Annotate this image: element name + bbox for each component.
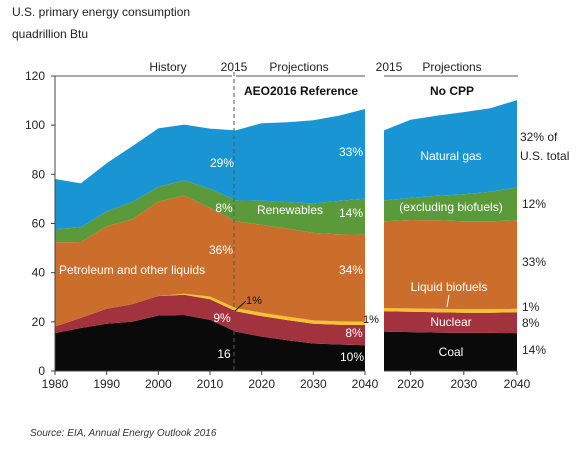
petroleum-share-label: 36% (209, 243, 233, 257)
no-cpp-gas-label: Natural gas (420, 149, 481, 163)
coal-share-end-label: 10% (340, 350, 364, 364)
chart-title: U.S. primary energy consumption (12, 5, 190, 19)
y-tick-label: 40 (32, 266, 46, 280)
right-nuclear-share: 8% (522, 316, 540, 330)
x-tick-label: 2020 (248, 377, 275, 391)
no-cpp-case-areas (384, 100, 517, 371)
area-gas-panel2 (384, 100, 517, 201)
no-cpp-year-header: 2015 (376, 60, 403, 74)
right-petroleum-share: 33% (522, 255, 546, 269)
reference-year-header: 2015 (221, 60, 248, 74)
area-renewables-panel2 (384, 187, 517, 222)
right-renewables-share: 12% (522, 197, 546, 211)
reference-case-axes: 1980 1990 2000 2010 2020 2030 2040020406080100… (25, 69, 379, 391)
history-header: History (149, 60, 186, 74)
area-biofuel-panel2 (384, 308, 517, 313)
renewables-share-label: 8% (215, 201, 233, 215)
no-cpp-panel-title: No CPP (430, 84, 474, 98)
y-tick-label: 80 (32, 167, 46, 181)
source-note: Source: EIA, Annual Energy Outlook 2016 (30, 428, 217, 439)
gas-share-label: 29% (210, 156, 234, 170)
y-tick-label: 20 (32, 315, 46, 329)
x-tick-label: 2020 (397, 377, 424, 391)
no-cpp-biofuel-label: Liquid biofuels (411, 280, 488, 294)
petroleum-share-end-label: 34% (339, 263, 363, 277)
renewables-share-end-label: 14% (339, 206, 363, 220)
x-tick-label: 2040 (352, 377, 379, 391)
reference-projections-header: Projections (269, 60, 328, 74)
x-tick-label: 2030 (300, 377, 327, 391)
x-tick-label: 1990 (93, 377, 120, 391)
petroleum-name-label: Petroleum and other liquids (59, 263, 205, 277)
no-cpp-nuclear-label: Nuclear (430, 315, 471, 329)
nuclear-share-end-label: 8% (345, 326, 363, 340)
no-cpp-biofuel-pointer (446, 294, 450, 308)
area-coal-panel1 (55, 314, 365, 371)
area-petroleum-panel2 (384, 220, 517, 310)
y-tick-label: 100 (25, 118, 45, 132)
no-cpp-projections-header: Projections (422, 60, 481, 74)
y-axis-label: quadrillion Btu (12, 27, 88, 41)
gas-share-end-label: 33% (339, 145, 363, 159)
x-tick-label: 2030 (450, 377, 477, 391)
area-coal-panel2 (384, 331, 517, 371)
biofuel-share-pointer (234, 300, 247, 312)
x-tick-label: 2010 (197, 377, 224, 391)
coal-share-label: 16 (217, 347, 231, 361)
biofuel-share-end-label: 1% (363, 314, 379, 326)
area-nuclear-panel2 (384, 311, 517, 334)
reference-case-areas (55, 108, 365, 371)
reference-panel-title: AEO2016 Reference (244, 84, 358, 98)
no-cpp-renewables-label: (excluding biofuels) (399, 200, 502, 214)
area-petroleum-panel1 (55, 195, 365, 327)
area-gas-panel1 (55, 108, 365, 230)
no-cpp-case-axes: 2020 2030 2040 (384, 370, 531, 391)
no-cpp-coal-label: Coal (439, 345, 464, 359)
y-tick-label: 0 (38, 364, 45, 378)
area-biofuel-panel1 (55, 293, 365, 327)
x-tick-label: 2040 (504, 377, 531, 391)
area-renewables-panel1 (55, 180, 365, 243)
right-coal-share: 14% (522, 343, 546, 357)
renewables-name-label: Renewables (257, 203, 323, 217)
x-tick-label: 2000 (145, 377, 172, 391)
y-tick-label: 120 (25, 69, 45, 83)
right-gas-share-line1: 32% of (520, 130, 558, 144)
biofuel-share-label: 1% (246, 295, 262, 307)
nuclear-share-label: 9% (213, 311, 231, 325)
y-tick-label: 60 (32, 217, 46, 231)
right-gas-share-line2: U.S. total (520, 149, 569, 163)
area-nuclear-panel1 (55, 294, 365, 346)
x-tick-label: 1980 (42, 377, 69, 391)
right-biofuel-share: 1% (522, 300, 540, 314)
